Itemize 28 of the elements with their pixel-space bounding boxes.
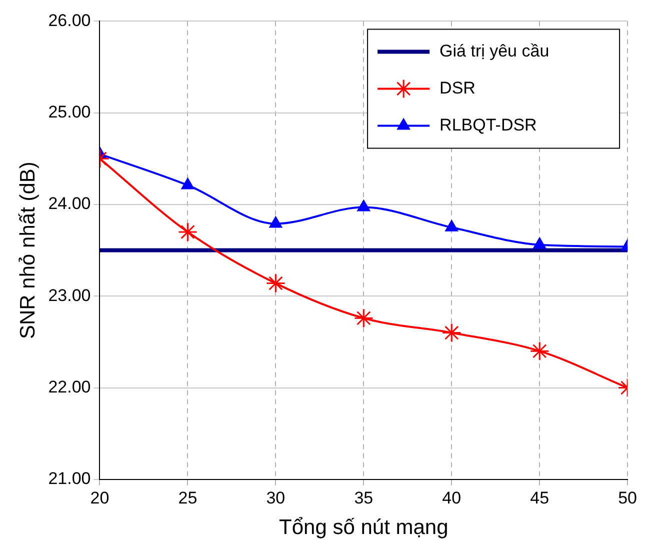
y-tick-label: 25.00 bbox=[48, 102, 91, 122]
y-axis-title: SNR nhỏ nhất (dB) bbox=[16, 162, 40, 340]
x-tick-label: 40 bbox=[442, 488, 462, 508]
point bbox=[357, 200, 370, 212]
y-tick-label: 24.00 bbox=[48, 194, 91, 214]
point bbox=[530, 341, 550, 361]
point bbox=[269, 216, 282, 228]
legend-label: Giá trị yêu cầu bbox=[440, 41, 550, 60]
point bbox=[354, 308, 374, 328]
x-tick-label: 45 bbox=[530, 488, 550, 508]
point bbox=[442, 323, 462, 343]
x-tick-label: 35 bbox=[354, 488, 374, 508]
x-tick-label: 30 bbox=[266, 488, 286, 508]
x-tick-label: 20 bbox=[90, 488, 110, 508]
legend-label: DSR bbox=[440, 78, 476, 98]
point bbox=[178, 222, 198, 242]
point bbox=[533, 237, 546, 249]
x-tick-label: 50 bbox=[618, 488, 638, 508]
point bbox=[445, 220, 458, 232]
y-tick-label: 23.00 bbox=[48, 286, 91, 305]
point bbox=[266, 274, 286, 294]
legend-label: RLBQT-DSR bbox=[440, 115, 537, 134]
y-tick-label: 26.00 bbox=[48, 10, 91, 30]
point bbox=[181, 178, 194, 190]
y-tick-label: 21.00 bbox=[48, 469, 91, 488]
y-tick-label: 22.00 bbox=[48, 377, 91, 396]
x-tick-label: 25 bbox=[178, 488, 198, 508]
x-axis-title: Tổng số nút mạng bbox=[279, 516, 448, 540]
